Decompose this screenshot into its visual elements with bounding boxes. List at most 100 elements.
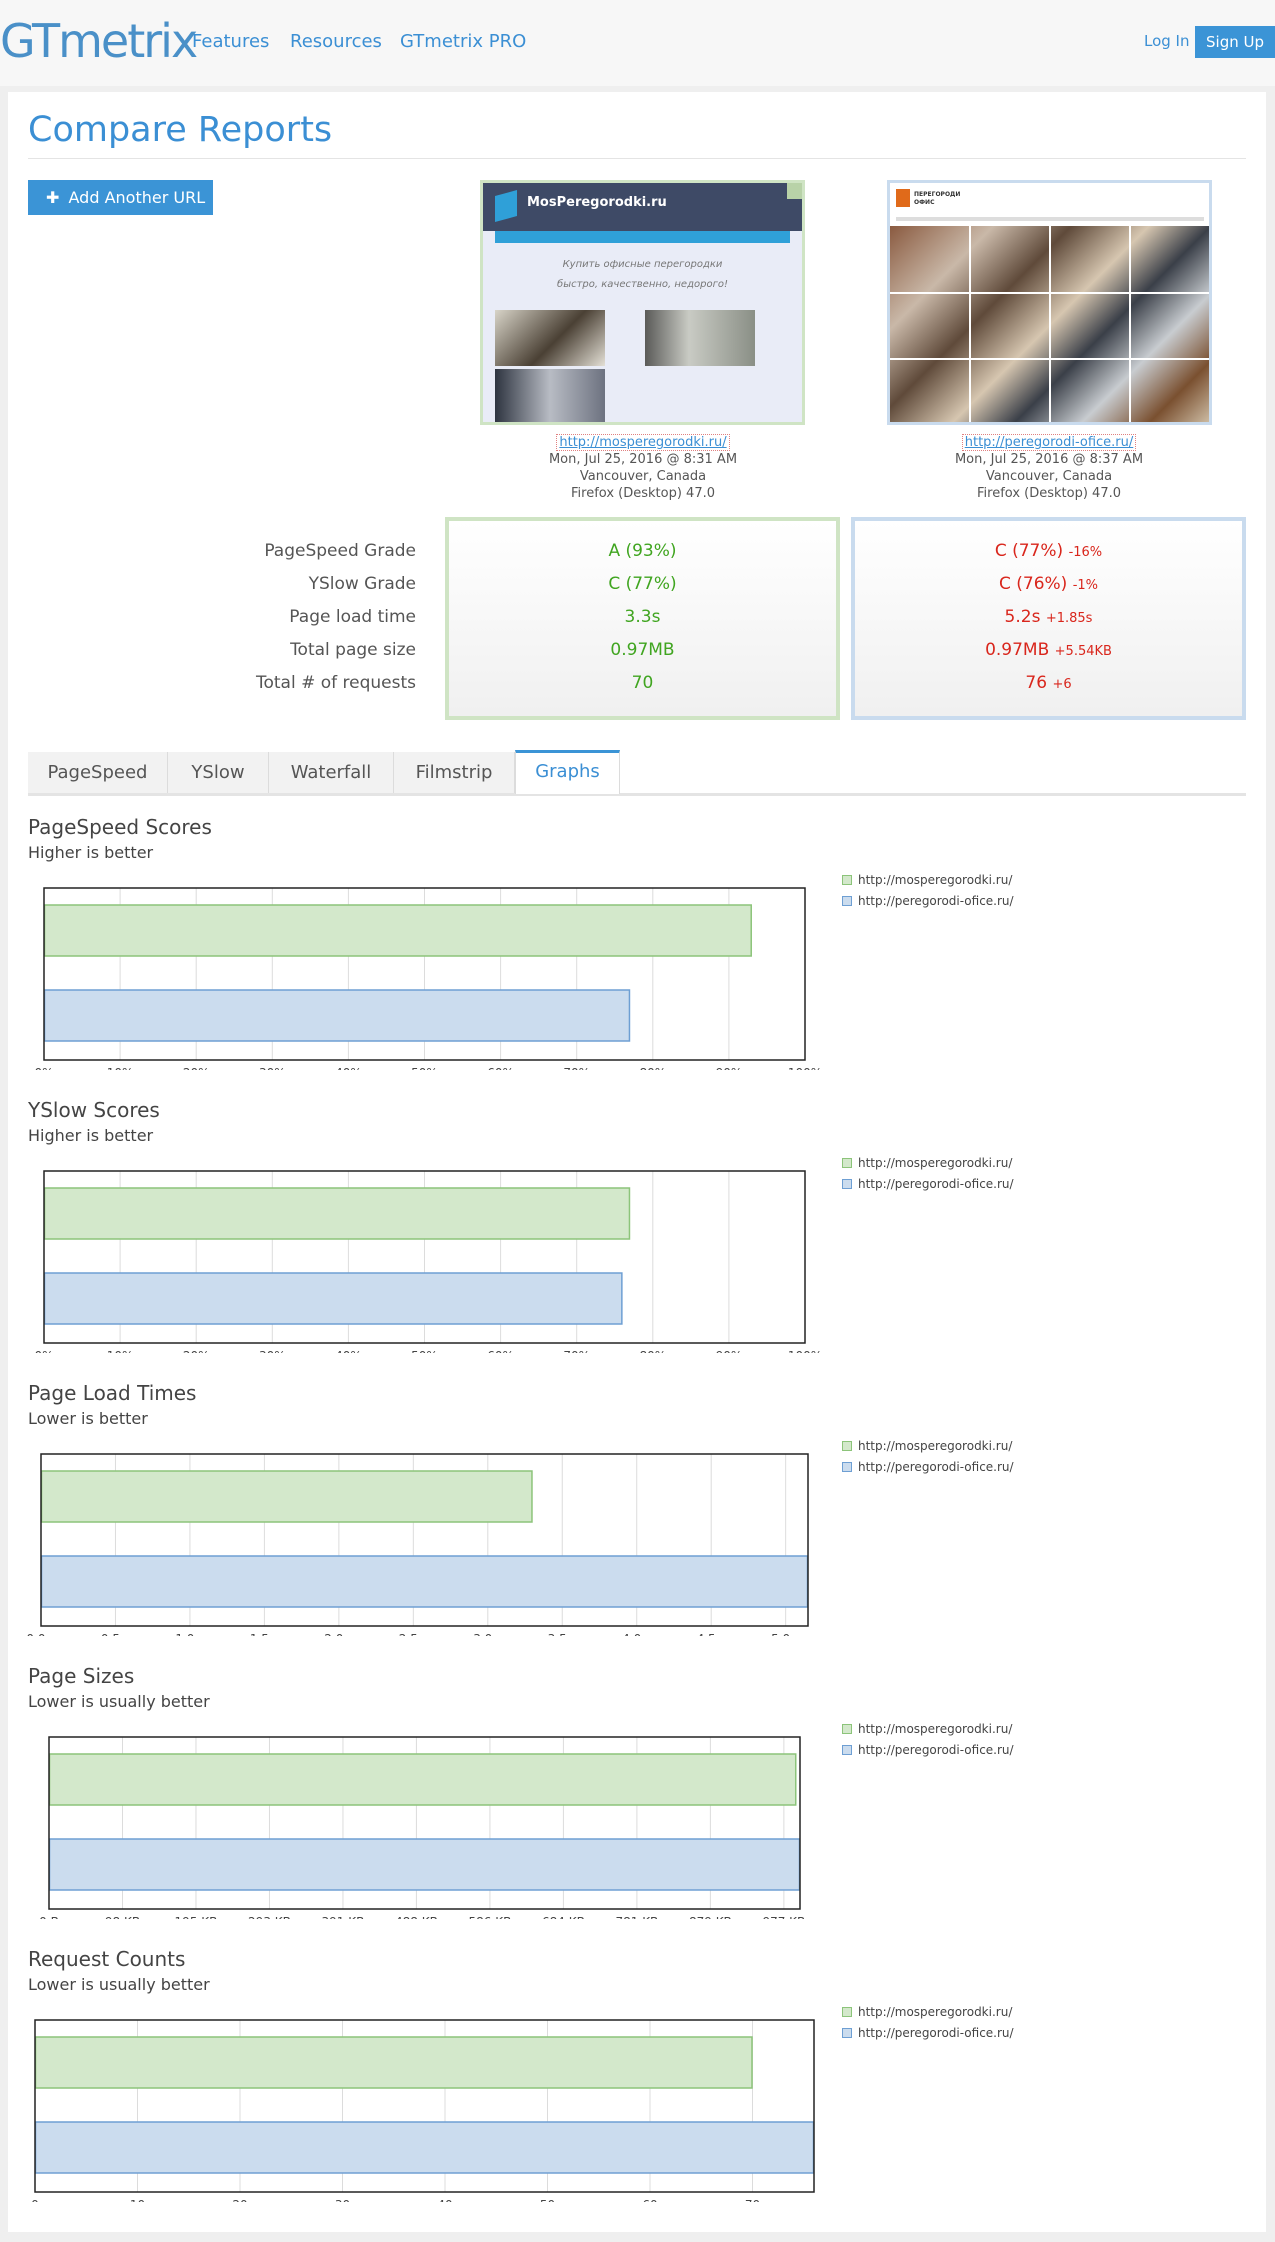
nav-features-link[interactable]: Features (192, 31, 270, 52)
legend-swatch (842, 1441, 852, 1451)
x-tick-label: 90% (716, 1066, 743, 1070)
legend-swatch (842, 1724, 852, 1734)
thumb-1-photo (495, 369, 605, 422)
yslow-scores-chart-subtitle: Higher is better (28, 1126, 154, 1145)
legend-label: http://mosperegorodki.ru/ (858, 1722, 1013, 1736)
x-tick-label: 60 (642, 2198, 657, 2202)
x-tick-label: 0 B (39, 1915, 59, 1919)
x-tick-label: 3.5 s (548, 1632, 577, 1636)
report-2-browser: Firefox (Desktop) 47.0 (977, 486, 1121, 501)
bar-peregorodi-ofice (43, 1272, 623, 1325)
report-2-page-size: 0.97MB +5.54KB (985, 640, 1112, 660)
bar-mosperegorodki (48, 1753, 797, 1806)
label-total-requests: Total # of requests (255, 673, 416, 693)
pagespeed-scores-legend: http://mosperegorodki.ru/http://peregoro… (842, 870, 1014, 912)
legend-swatch (842, 1158, 852, 1168)
legend-label: http://peregorodi-ofice.ru/ (858, 1460, 1014, 1474)
thumb-2-brand: ПЕРЕГОРОДИ ОФИС (914, 191, 961, 206)
page-load-times-chart: 0.0 s 0.5 s 1.0 s 1.5 s 2.0 s 2.5 s 3.0 s 3.5 s… (26, 1453, 809, 1636)
report-1-browser: Firefox (Desktop) 47.0 (571, 486, 715, 501)
report-1-pagespeed-grade: A (93%) (608, 541, 677, 561)
legend-label: http://mosperegorodki.ru/ (858, 2005, 1013, 2019)
report-1-location: Vancouver, Canada (579, 469, 707, 484)
top-navbar (0, 0, 1275, 86)
page-load-times-chart-subtitle: Lower is better (28, 1409, 148, 1428)
report-2-screenshot[interactable]: ПЕРЕГОРОДИ ОФИС (887, 180, 1212, 425)
tab-waterfall[interactable]: Waterfall (269, 752, 394, 793)
legend-item: http://mosperegorodki.ru/ (842, 1436, 1014, 1457)
report-1-page-size: 0.97MB (610, 640, 675, 660)
nav-resources-link[interactable]: Resources (290, 31, 382, 52)
yslow-delta: -1% (1072, 578, 1099, 593)
legend-item: http://peregorodi-ofice.ru/ (842, 1740, 1014, 1761)
report-1-url-link[interactable]: http://mosperegorodki.ru/ (556, 434, 730, 451)
plot-frame (40, 1453, 809, 1627)
pagespeed-delta: -16% (1068, 545, 1103, 560)
legend-swatch (842, 1745, 852, 1755)
report-1-screenshot[interactable]: MosPeregorodki.ru Купить офисные перегор… (480, 180, 805, 425)
bar-peregorodi-ofice (40, 1555, 809, 1608)
legend-label: http://peregorodi-ofice.ru/ (858, 894, 1014, 908)
report-1-date: Mon, Jul 25, 2016 @ 8:31 AM (548, 452, 738, 467)
tab-graphs[interactable]: Graphs (515, 750, 620, 794)
plot-frame (43, 887, 806, 1061)
report-2-url-link[interactable]: http://peregorodi-ofice.ru/ (961, 434, 1137, 451)
report-1-score-box: A (93%) C (77%) 3.3s 0.97MB 70 (445, 517, 840, 720)
report-1-yslow-grade: C (77%) (608, 574, 677, 594)
page-sizes-chart-title: Page Sizes (28, 1664, 135, 1688)
thumb-1-tagline-2: быстро, качественно, недорого! (557, 279, 728, 290)
x-tick-label: 4.0 s (622, 1632, 651, 1636)
label-pagespeed-grade: PageSpeed Grade (264, 541, 416, 561)
legend-swatch (842, 875, 852, 885)
x-tick-label: 100% (788, 1349, 822, 1353)
report-1-load-time: 3.3s (624, 607, 661, 627)
report-2-info: http://peregorodi-ofice.ru/ Mon, Jul 25,… (889, 434, 1209, 502)
legend-swatch (842, 2028, 852, 2038)
bar-peregorodi-ofice (34, 2121, 815, 2174)
x-tick-label: 60% (487, 1349, 514, 1353)
report-2-location: Vancouver, Canada (985, 469, 1113, 484)
x-tick-label: 586 KB (469, 1915, 512, 1919)
tab-pagespeed[interactable]: PageSpeed (28, 752, 168, 793)
x-tick-label: 10% (107, 1066, 134, 1070)
report-2-yslow-grade: C (76%) -1% (998, 574, 1099, 594)
thumb-2-logo-icon (896, 189, 910, 207)
x-tick-label: 90% (716, 1349, 743, 1353)
login-link[interactable]: Log In (1144, 32, 1190, 50)
requests-delta: +6 (1052, 677, 1072, 692)
yslow-scores-legend: http://mosperegorodki.ru/http://peregoro… (842, 1153, 1014, 1195)
page-sizes-legend: http://mosperegorodki.ru/http://peregoro… (842, 1719, 1014, 1761)
bar-mosperegorodki (43, 1187, 631, 1240)
plot-frame (48, 1736, 801, 1910)
x-tick-label: 2.0 s (324, 1632, 353, 1636)
thumb-1-photo (495, 310, 605, 366)
x-tick-label: 1.5 s (250, 1632, 279, 1636)
x-tick-label: 70% (563, 1066, 590, 1070)
legend-item: http://mosperegorodki.ru/ (842, 1719, 1014, 1740)
legend-swatch (842, 2007, 852, 2017)
legend-swatch (842, 1462, 852, 1472)
report-1-requests: 70 (631, 673, 654, 693)
label-page-load-time: Page load time (289, 607, 416, 627)
nav-gtmetrix-pro-link[interactable]: GTmetrix PRO (400, 31, 527, 52)
report-1-info: http://mosperegorodki.ru/ Mon, Jul 25, 2… (483, 434, 803, 502)
plus-icon: ✚ (46, 188, 60, 207)
x-tick-label: 391 KB (322, 1915, 365, 1919)
signup-button[interactable]: Sign Up (1195, 26, 1275, 58)
bar-mosperegorodki (34, 2036, 753, 2089)
add-another-url-button[interactable]: ✚ Add Another URL (28, 180, 213, 215)
tab-yslow[interactable]: YSlow (168, 752, 269, 793)
thumb-1-brand: MosPeregorodki.ru (527, 195, 667, 210)
x-tick-label: 0 (31, 2198, 39, 2202)
x-tick-label: 50% (411, 1349, 438, 1353)
x-tick-label: 30% (259, 1349, 286, 1353)
plot-frame (43, 1170, 806, 1344)
x-tick-label: 10 (130, 2198, 145, 2202)
x-tick-label: 1.0 s (175, 1632, 204, 1636)
legend-label: http://peregorodi-ofice.ru/ (858, 1177, 1014, 1191)
bar-mosperegorodki (43, 904, 752, 957)
label-yslow-grade: YSlow Grade (308, 574, 416, 594)
tab-filmstrip[interactable]: Filmstrip (394, 752, 515, 793)
report-2-requests: 76 +6 (1025, 673, 1072, 693)
gtmetrix-logo[interactable]: GTmetrix (0, 14, 198, 68)
